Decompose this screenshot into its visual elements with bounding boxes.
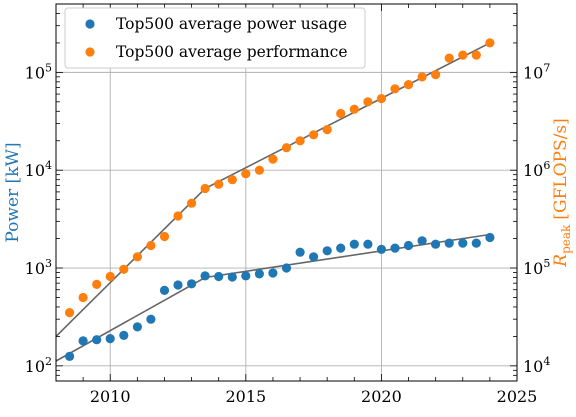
power-point	[241, 271, 251, 281]
performance-point	[322, 125, 332, 135]
performance-point	[431, 70, 441, 80]
legend: Top500 average power usage Top500 averag…	[64, 7, 366, 69]
power-point	[214, 271, 224, 282]
axis-labels: 2010 2015 2020 2025 102 103 104 105 104 105 106 107	[25, 61, 551, 406]
y-axis-right-unit: [GFLOPS/s]	[551, 118, 571, 219]
performance-point	[485, 38, 495, 48]
power-point	[281, 263, 292, 273]
power-point	[132, 322, 142, 332]
power-point	[336, 243, 346, 253]
power-point	[403, 240, 414, 251]
power-point	[363, 239, 373, 249]
performance-point	[254, 165, 264, 175]
performance-point	[92, 279, 102, 289]
power-point	[187, 279, 197, 289]
legend-marker-power	[85, 19, 95, 29]
trend-lines	[55, 42, 491, 362]
performance-point	[458, 50, 468, 60]
performance-point	[471, 50, 481, 60]
power-point	[390, 243, 400, 253]
y-left-tick-label: 105	[25, 61, 52, 82]
power-point	[322, 246, 332, 256]
y-right-tick-label: 106	[523, 159, 550, 180]
power-point	[78, 336, 88, 346]
legend-box	[64, 7, 366, 69]
y-right-tick-label: 104	[523, 355, 550, 376]
series-markers	[65, 38, 495, 361]
legend-label-performance: Top500 average performance	[116, 43, 348, 61]
y-axis-right-title: Rpeak [GFLOPS/s]	[551, 118, 573, 267]
performance-point	[132, 252, 142, 262]
x-tick-label: 2020	[361, 387, 402, 406]
performance-point	[241, 169, 251, 179]
power-point	[417, 236, 427, 246]
power-point	[173, 280, 183, 290]
performance-point	[227, 175, 237, 185]
power-point	[92, 335, 102, 345]
y-left-tick-label: 103	[25, 257, 52, 278]
y-axis-right-symbol: R	[551, 254, 571, 268]
plot-frame	[55, 3, 518, 382]
performance-point	[105, 271, 115, 282]
performance-point	[295, 136, 305, 146]
power-point	[295, 247, 305, 257]
trend-line-performance	[55, 42, 491, 337]
legend-marker-performance	[85, 47, 95, 57]
power-point	[268, 268, 278, 278]
power-point	[105, 334, 115, 344]
performance-point	[214, 179, 224, 189]
performance-point	[309, 130, 319, 140]
performance-point	[65, 308, 75, 318]
y-axis-right-subscript: peak	[559, 224, 573, 254]
axes	[55, 3, 518, 382]
trend-line-power	[55, 233, 491, 362]
power-point	[119, 330, 129, 340]
power-point	[309, 252, 319, 262]
power-point	[471, 238, 481, 248]
performance-point	[444, 53, 454, 63]
power-point	[376, 244, 386, 254]
legend-label-power: Top500 average power usage	[116, 15, 347, 33]
power-point	[200, 271, 210, 281]
power-point	[65, 351, 75, 361]
performance-point	[119, 264, 129, 274]
y-left-tick-label: 102	[25, 355, 52, 376]
y-axis-left-title: Power [kW]	[3, 142, 23, 242]
x-tick-label: 2025	[497, 387, 538, 406]
performance-point	[200, 183, 210, 194]
y-right-tick-label: 105	[523, 257, 550, 278]
x-tick-label: 2010	[90, 387, 131, 406]
performance-point	[187, 198, 197, 208]
performance-point	[403, 80, 414, 90]
performance-point	[390, 84, 400, 94]
power-point	[431, 239, 441, 249]
power-point	[458, 238, 468, 248]
performance-point	[363, 97, 373, 107]
performance-point	[268, 154, 278, 164]
performance-point	[376, 94, 386, 104]
performance-point	[336, 108, 346, 119]
power-point	[159, 285, 170, 295]
performance-point	[78, 292, 88, 303]
performance-point	[173, 211, 183, 221]
performance-point	[146, 240, 156, 251]
y-right-tick-label: 107	[523, 61, 550, 82]
y-left-tick-label: 104	[25, 159, 52, 180]
performance-point	[281, 143, 292, 153]
power-point	[254, 269, 264, 279]
power-point	[349, 239, 359, 249]
performance-point	[349, 104, 359, 114]
power-point	[227, 272, 237, 282]
power-point	[146, 314, 156, 324]
performance-point	[159, 231, 170, 242]
performance-point	[417, 72, 427, 82]
power-point	[485, 232, 495, 243]
power-point	[444, 238, 454, 248]
x-tick-label: 2015	[225, 387, 266, 406]
